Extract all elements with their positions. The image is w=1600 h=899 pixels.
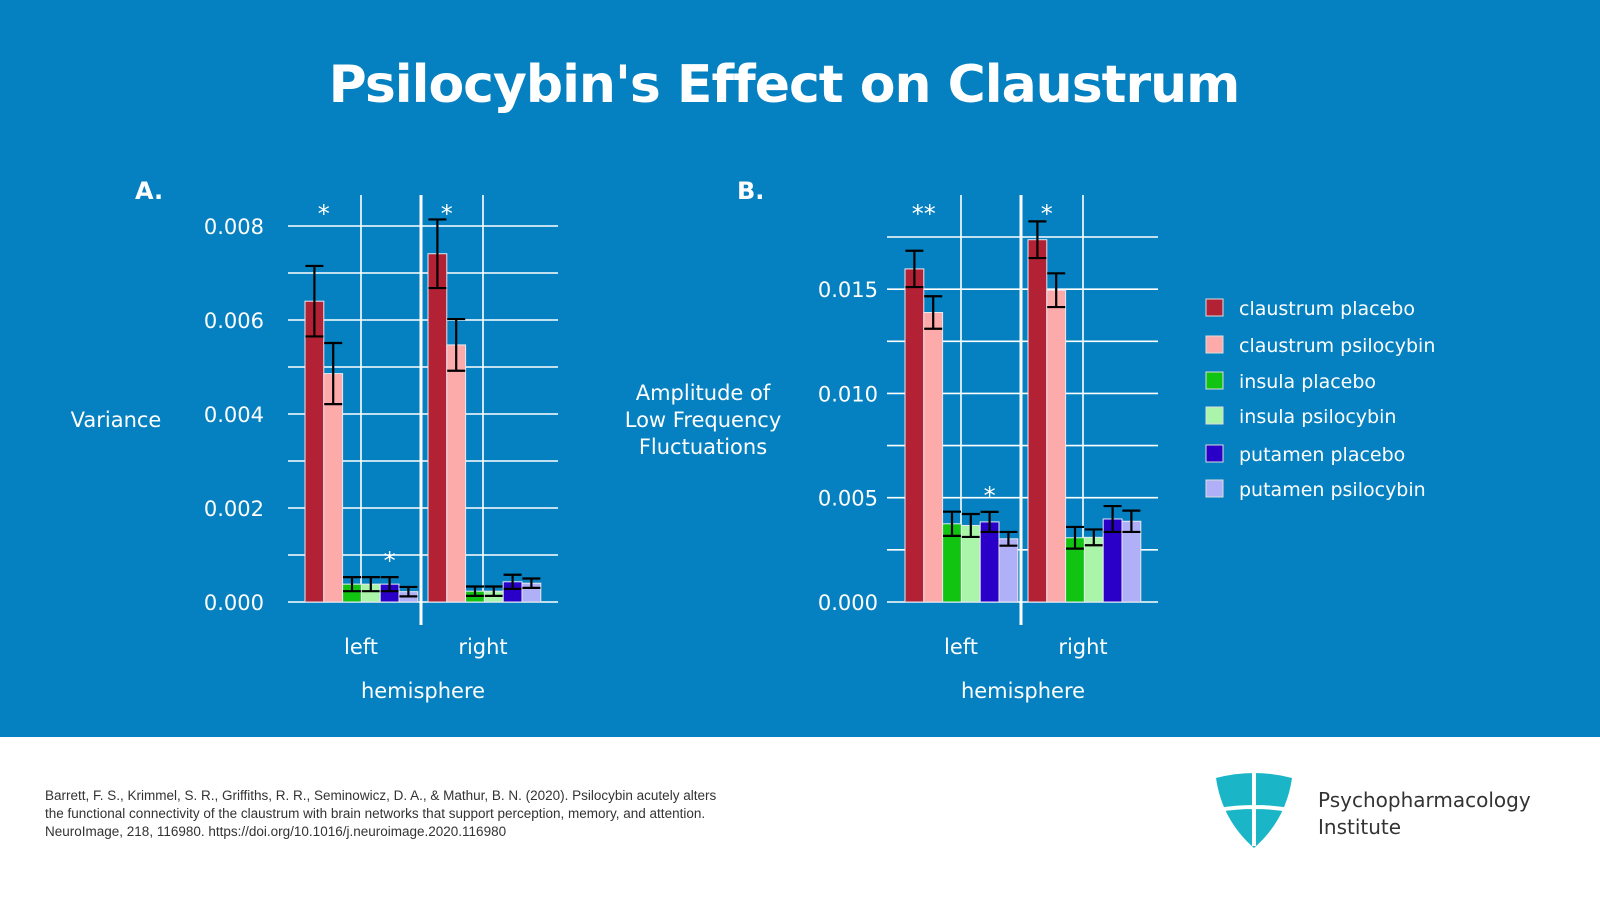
error-bar — [361, 575, 380, 593]
y-axis-label: Variance — [71, 408, 162, 432]
x-tick-label: right — [1058, 635, 1107, 659]
error-bar — [324, 341, 343, 406]
brand-line: Institute — [1318, 815, 1402, 839]
y-tick-label: 0.015 — [818, 278, 878, 302]
y-tick-label: 0.005 — [818, 487, 878, 511]
bar-insula-psilocybin — [1083, 536, 1104, 603]
error-bar — [399, 585, 418, 598]
y-axis-label: Amplitude of — [636, 381, 771, 405]
chart-slide: Psilocybin's Effect on Claustrum 0.000 0.… — [0, 0, 1600, 737]
error-bar — [1066, 525, 1084, 550]
error-bar — [905, 249, 924, 289]
error-bar — [1122, 509, 1141, 534]
error-bar — [924, 295, 943, 330]
bar-claustrum-psilocybin — [923, 312, 944, 603]
error-bar — [1028, 220, 1047, 260]
y-tick-label: 0.006 — [204, 309, 264, 333]
error-bar — [1047, 272, 1066, 309]
legend-swatch — [1205, 335, 1224, 354]
x-tick-label: right — [458, 635, 507, 659]
x-tick-label: left — [344, 635, 378, 659]
bar-claustrum-psilocybin — [446, 344, 467, 603]
bar-putamen-psilocybin — [998, 538, 1019, 603]
error-bar — [1103, 504, 1122, 534]
error-bar — [522, 577, 541, 589]
y-tick-label: 0.000 — [204, 591, 264, 615]
legend-label: insula placebo — [1239, 371, 1376, 393]
error-bar — [961, 512, 980, 539]
legend-label: claustrum placebo — [1239, 298, 1415, 320]
y-tick-label: 0.004 — [204, 403, 264, 427]
error-bar — [428, 218, 447, 290]
bar-claustrum-placebo — [427, 253, 448, 603]
error-bar — [1084, 528, 1103, 547]
slide-title: Psilocybin's Effect on Claustrum — [328, 55, 1241, 115]
significance-marker: * — [318, 200, 330, 228]
bar-putamen-psilocybin — [1121, 520, 1142, 603]
y-axis-label: Low Frequency — [625, 408, 782, 432]
legend-label: claustrum psilocybin — [1239, 335, 1435, 357]
significance-marker: * — [441, 200, 453, 228]
bar-claustrum-placebo — [1027, 239, 1048, 603]
legend-label: putamen psilocybin — [1239, 479, 1426, 501]
legend-swatch — [1205, 444, 1224, 463]
legend-swatch — [1205, 371, 1224, 390]
error-bar — [343, 575, 361, 593]
bar-claustrum-placebo — [304, 300, 325, 603]
significance-marker: ** — [912, 200, 936, 228]
error-bar — [943, 510, 961, 537]
y-axis-label: Fluctuations — [639, 435, 767, 459]
error-bar — [305, 264, 324, 338]
citation-line: NeuroImage, 218, 116980. https://doi.org… — [45, 824, 507, 839]
legend-swatch — [1205, 298, 1224, 317]
citation: Barrett, F. S., Krimmel, S. R., Griffith… — [45, 787, 805, 841]
footer: Barrett, F. S., Krimmel, S. R., Griffith… — [0, 737, 1600, 899]
bar-claustrum-psilocybin — [323, 373, 344, 603]
x-tick-label: left — [944, 635, 978, 659]
bar-claustrum-placebo — [904, 268, 925, 603]
brand-line: Psychopharmacology — [1318, 788, 1531, 812]
y-tick-label: 0.010 — [818, 382, 878, 406]
significance-marker: * — [384, 547, 396, 575]
citation-line: Barrett, F. S., Krimmel, S. R., Griffith… — [45, 788, 717, 803]
panel-label: B. — [737, 177, 764, 205]
error-bar — [380, 575, 399, 593]
y-tick-label: 0.002 — [204, 497, 264, 521]
shield-logo-icon — [1216, 772, 1292, 848]
error-bar — [999, 530, 1018, 547]
legend-label: insula psilocybin — [1239, 406, 1396, 428]
citation-line: the functional connectivity of the claus… — [45, 806, 706, 821]
significance-marker: * — [1041, 200, 1053, 228]
legend-label: putamen placebo — [1239, 444, 1405, 466]
legend-swatch — [1205, 406, 1224, 425]
panel-label: A. — [135, 177, 163, 205]
legend-swatch — [1205, 479, 1224, 498]
y-tick-label: 0.008 — [204, 215, 264, 239]
bar-putamen-placebo — [979, 521, 1000, 603]
significance-marker: * — [984, 482, 996, 510]
error-bar — [980, 510, 999, 534]
error-bar — [447, 317, 466, 372]
y-tick-label: 0.000 — [818, 591, 878, 615]
x-axis-label: hemisphere — [961, 679, 1085, 703]
x-axis-label: hemisphere — [361, 679, 485, 703]
error-bar — [484, 585, 503, 597]
bar-claustrum-psilocybin — [1046, 289, 1067, 603]
brand-name: Psychopharmacology Institute — [1318, 787, 1531, 841]
error-bar — [503, 573, 522, 590]
error-bar — [466, 585, 484, 597]
